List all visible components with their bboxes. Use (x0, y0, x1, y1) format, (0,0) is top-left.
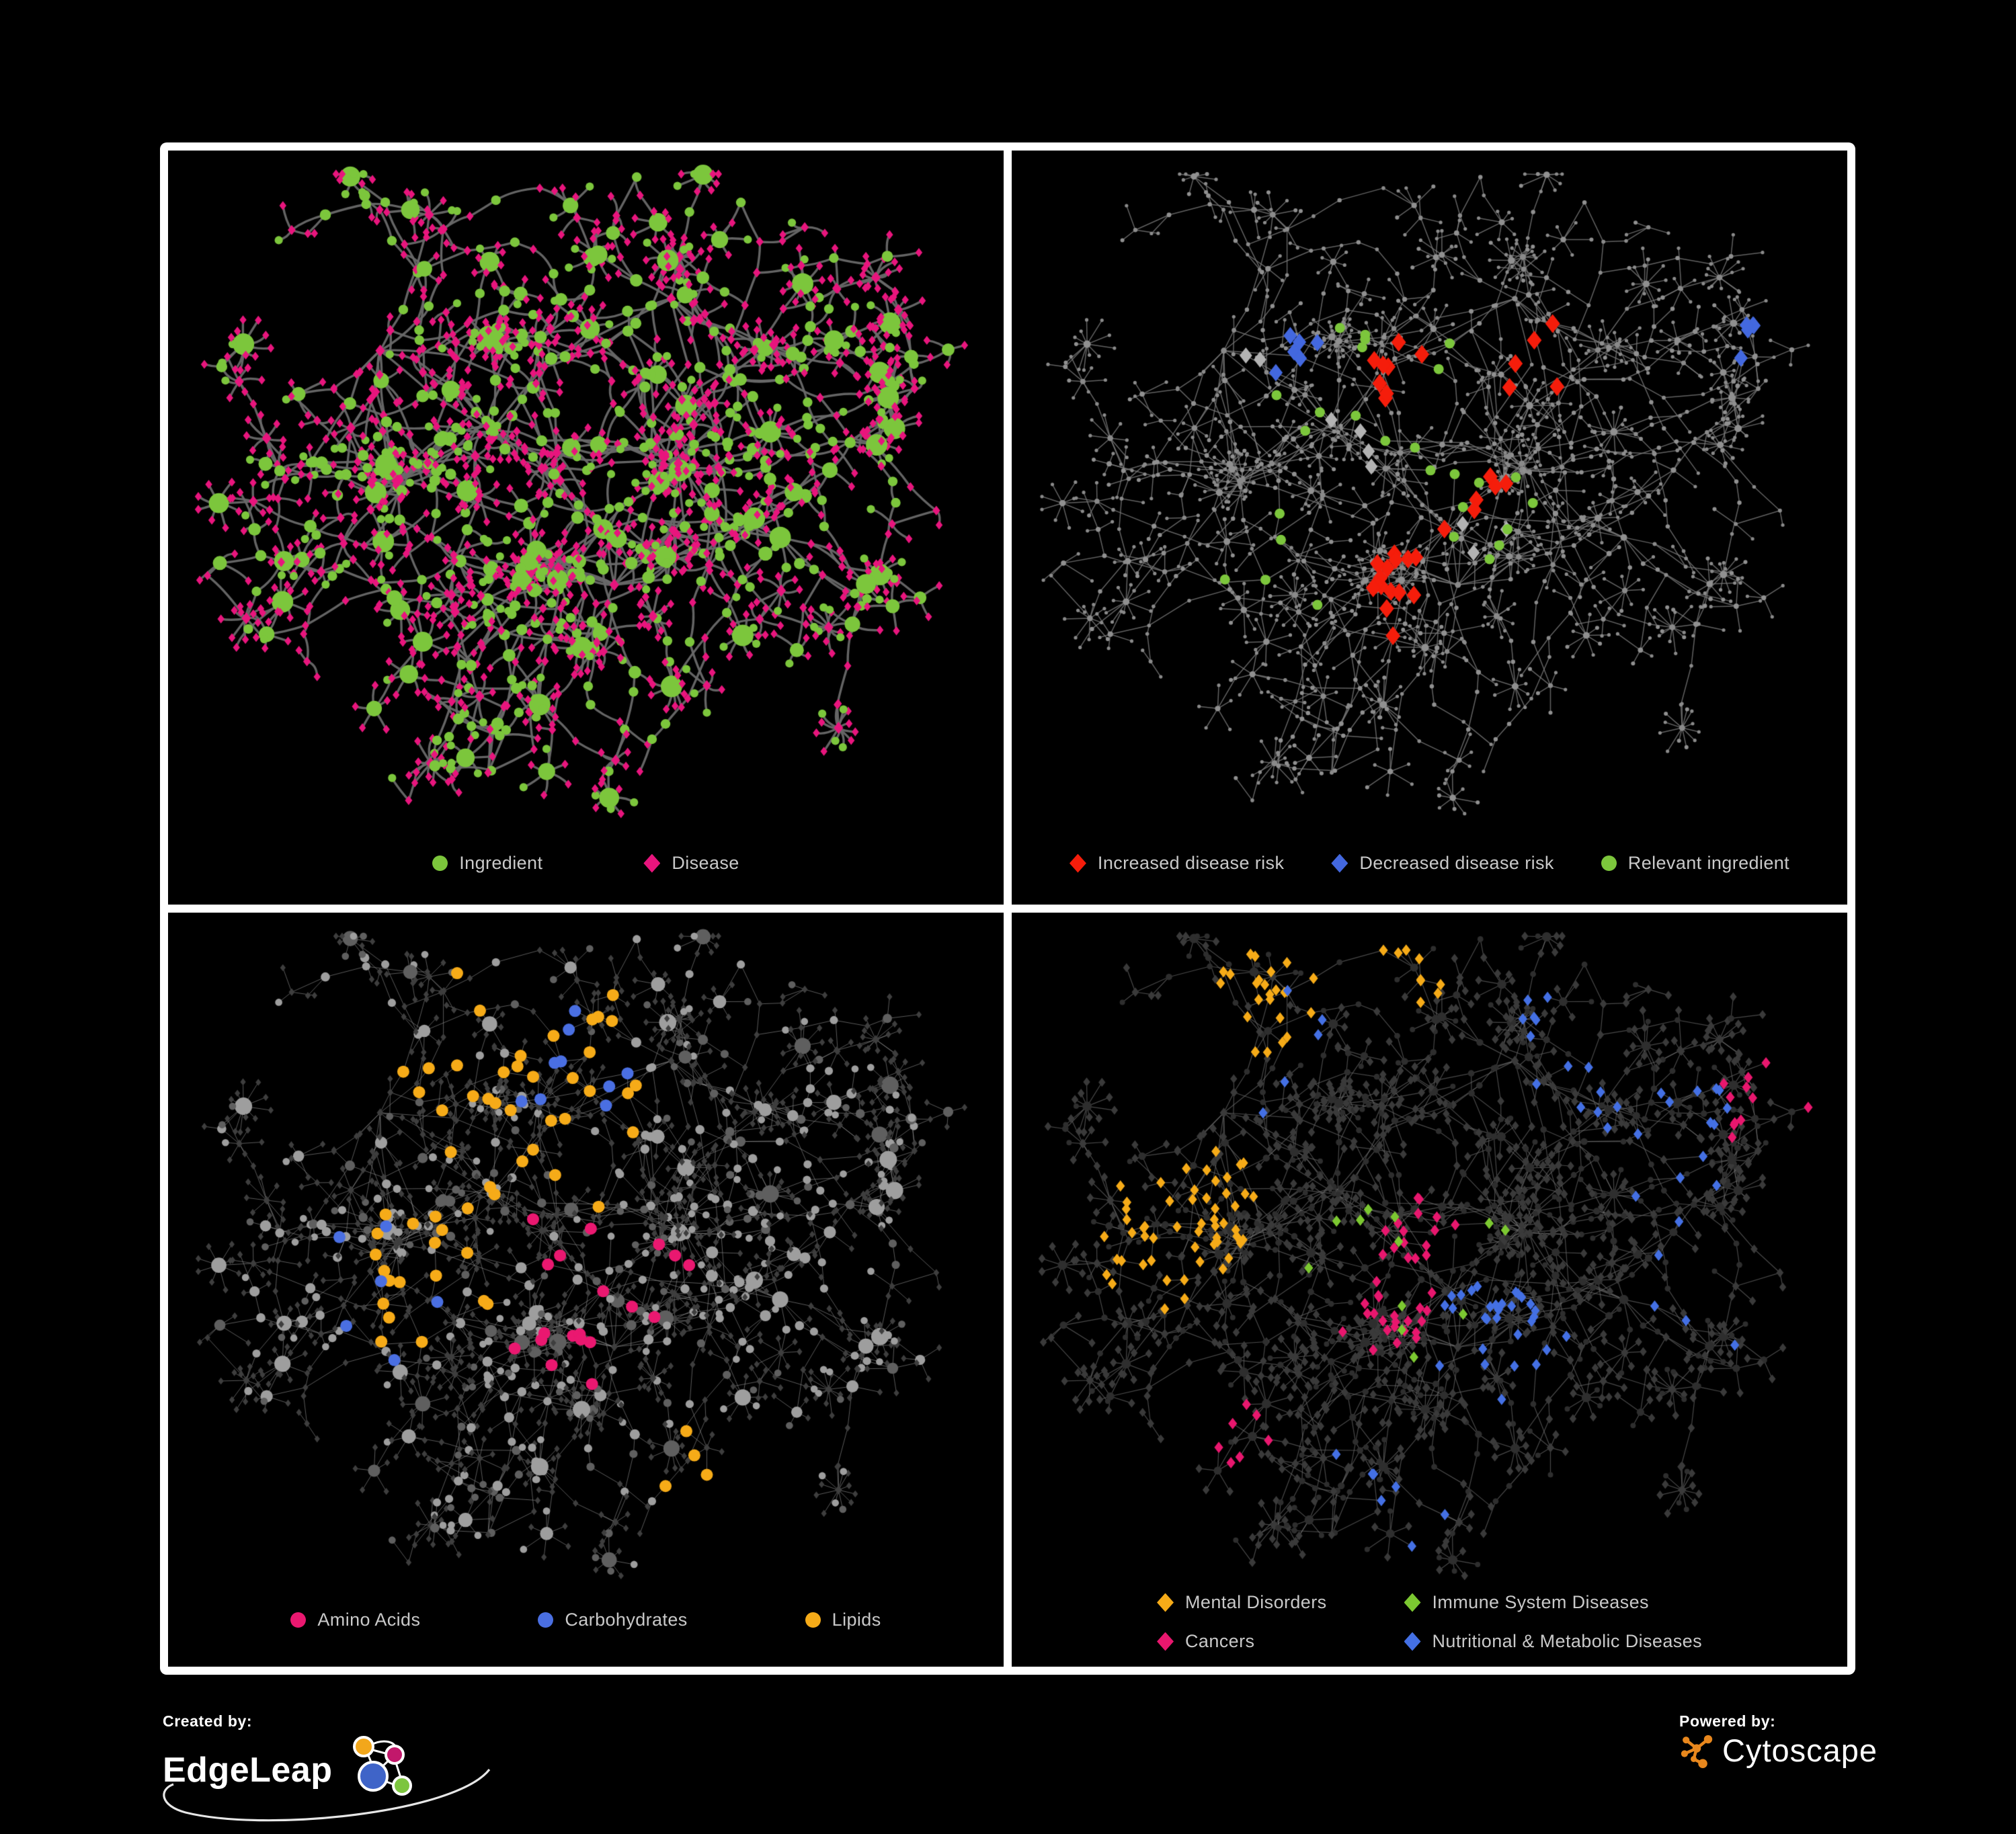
cytoscape-logo-icon (1681, 1735, 1713, 1768)
powered-by-label: Powered by: (1679, 1712, 1776, 1730)
edgeleap-credit: Created by: EdgeLeap (163, 1712, 491, 1822)
edgeleap-lockup: EdgeLeap (163, 1733, 491, 1822)
panel-disease-classes: Mental Disorders Immune System Diseases Ca… (1012, 913, 1847, 1667)
panel-nutrient-classes: Amino Acids Carbohydrates Lipids (168, 913, 1004, 1667)
edgeleap-logo-icon (352, 1736, 412, 1796)
panel-ingredient-disease: Ingredient Disease (168, 151, 1004, 905)
network-canvas-nutrient-classes (168, 913, 1004, 1667)
edgeleap-wordmark: EdgeLeap (163, 1751, 333, 1790)
cytoscape-credit: Powered by: Cytoscape (1679, 1712, 1878, 1769)
network-canvas-disease-risk (1012, 151, 1847, 905)
panel-disease-risk: Increased disease risk Decreased disease … (1012, 151, 1847, 905)
panel-grid: Ingredient Disease Increased disease risk… (160, 142, 1855, 1675)
cytoscape-wordmark: Cytoscape (1722, 1733, 1878, 1768)
network-canvas-ingredient-disease (168, 151, 1004, 905)
created-by-label: Created by: (163, 1712, 253, 1730)
network-canvas-disease-classes (1012, 913, 1847, 1667)
cytoscape-lockup: Cytoscape (1679, 1732, 1878, 1769)
